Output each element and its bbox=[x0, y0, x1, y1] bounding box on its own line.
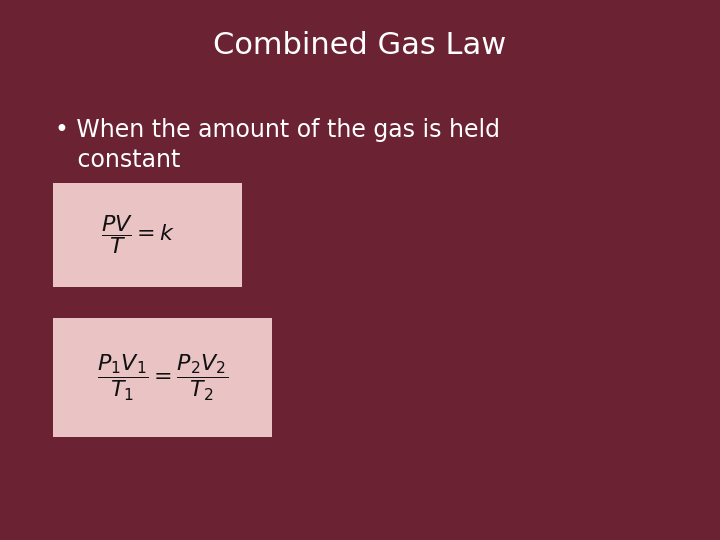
Text: $\dfrac{P_1V_1}{T_1} = \dfrac{P_2V_2}{T_2}$: $\dfrac{P_1V_1}{T_1} = \dfrac{P_2V_2}{T_… bbox=[96, 353, 228, 403]
Text: Combined Gas Law: Combined Gas Law bbox=[213, 30, 507, 59]
FancyBboxPatch shape bbox=[53, 183, 242, 287]
Text: constant: constant bbox=[55, 148, 181, 172]
Text: $\dfrac{PV}{T} = k$: $\dfrac{PV}{T} = k$ bbox=[101, 213, 176, 256]
FancyBboxPatch shape bbox=[53, 318, 272, 437]
Text: • When the amount of the gas is held: • When the amount of the gas is held bbox=[55, 118, 500, 142]
